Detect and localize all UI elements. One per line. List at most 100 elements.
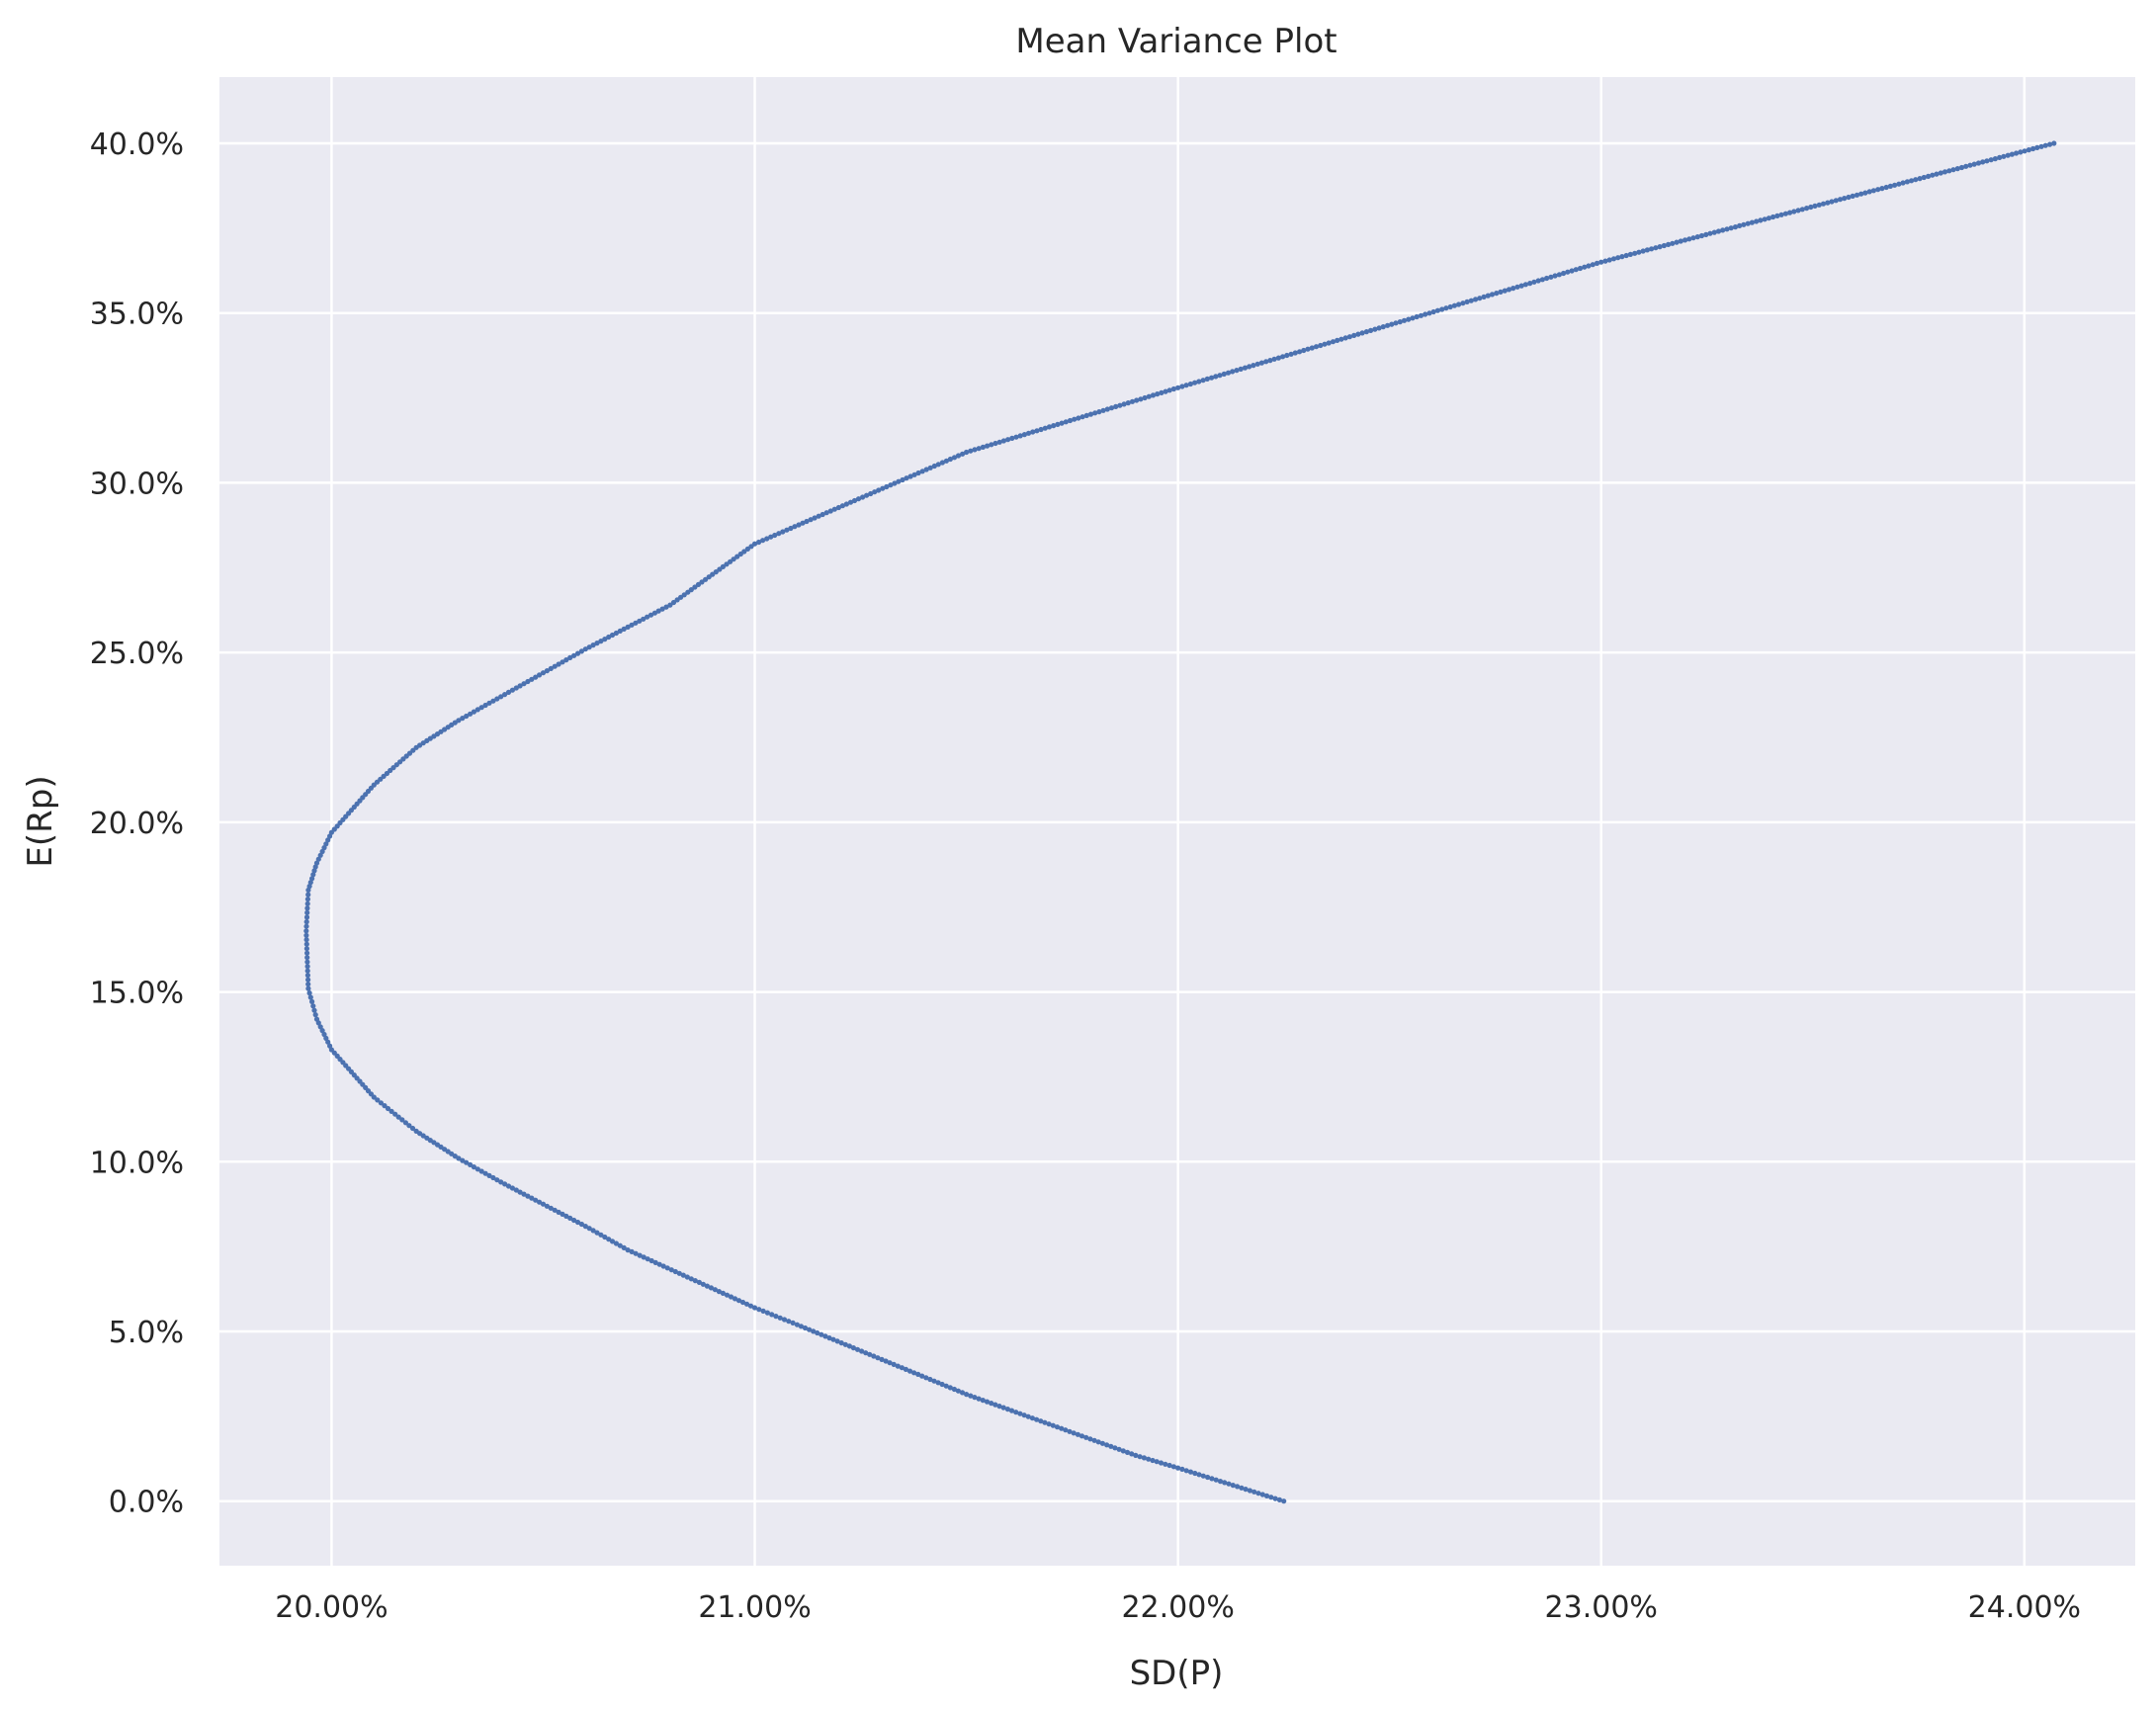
data-point	[1678, 238, 1683, 244]
data-point	[1104, 1442, 1110, 1448]
data-point	[505, 1183, 512, 1189]
data-point	[309, 876, 315, 882]
data-point	[1694, 234, 1700, 240]
data-point	[960, 451, 966, 457]
data-point	[1271, 356, 1277, 362]
data-point	[304, 909, 310, 916]
data-point	[1166, 387, 1172, 393]
data-point	[1150, 392, 1157, 398]
data-point	[790, 1320, 796, 1325]
data-point	[951, 455, 958, 461]
data-point	[1129, 1451, 1135, 1457]
x-tick-label: 21.00%	[698, 1590, 811, 1625]
data-point	[567, 1215, 573, 1221]
data-point	[681, 592, 687, 598]
data-point	[796, 522, 802, 528]
data-point	[713, 569, 719, 575]
data-point	[822, 1333, 828, 1339]
data-point	[2047, 141, 2053, 147]
data-point	[1808, 204, 1814, 211]
data-point	[667, 602, 673, 608]
data-point	[1582, 264, 1588, 270]
data-point	[1741, 221, 1747, 227]
data-point	[980, 1398, 986, 1404]
data-point	[552, 663, 558, 669]
data-point	[328, 1047, 334, 1053]
data-point	[517, 683, 523, 689]
data-point	[1854, 192, 1860, 198]
data-point	[955, 1388, 962, 1394]
data-point	[621, 1244, 627, 1250]
data-point	[2030, 145, 2036, 152]
data-point	[1063, 419, 1069, 425]
data-point	[1238, 366, 1244, 372]
data-point	[1385, 322, 1391, 328]
data-point	[1263, 359, 1269, 365]
data-point	[303, 932, 309, 938]
data-point	[872, 489, 878, 495]
data-point	[1137, 1454, 1143, 1460]
data-point	[474, 1166, 480, 1172]
data-point	[537, 1199, 543, 1205]
data-point	[777, 1315, 783, 1321]
data-point	[756, 539, 762, 546]
data-point	[1013, 1410, 1019, 1415]
data-point	[851, 497, 858, 504]
data-point	[1326, 340, 1332, 346]
data-point	[311, 1007, 317, 1013]
data-point	[303, 941, 309, 947]
data-point	[1217, 373, 1223, 379]
data-point	[1013, 434, 1019, 440]
data-point	[964, 449, 970, 456]
data-point	[1653, 245, 1659, 251]
data-point	[1858, 191, 1864, 197]
data-point	[1749, 219, 1755, 225]
data-points	[303, 140, 2057, 1504]
data-point	[609, 632, 616, 639]
y-tick-label: 40.0%	[90, 128, 184, 162]
data-point	[540, 670, 547, 676]
data-point	[2001, 153, 2007, 159]
data-point	[1632, 250, 1638, 256]
data-point	[402, 1120, 408, 1126]
data-point	[1268, 1495, 1274, 1500]
data-point	[1159, 389, 1164, 395]
data-point	[1598, 259, 1604, 265]
data-point	[1812, 203, 1818, 209]
data-point	[1150, 1457, 1156, 1464]
data-point	[548, 665, 554, 672]
data-point	[1226, 1481, 1232, 1487]
data-point	[309, 998, 315, 1005]
data-point	[992, 440, 998, 447]
data-point	[1292, 350, 1298, 356]
data-point	[464, 713, 470, 720]
data-point	[1594, 260, 1600, 266]
data-point	[1770, 214, 1776, 220]
data-point	[1883, 184, 1889, 191]
data-point	[1887, 183, 1893, 189]
data-point	[1963, 163, 1969, 169]
data-point	[1021, 1412, 1027, 1418]
data-point	[1038, 426, 1044, 433]
data-point	[838, 1340, 844, 1346]
data-point	[637, 1252, 643, 1258]
data-point	[556, 1209, 561, 1215]
data-point	[984, 1399, 991, 1405]
data-point	[327, 1043, 333, 1049]
data-point	[772, 532, 778, 539]
data-point	[1099, 1440, 1105, 1446]
data-point	[672, 1268, 678, 1275]
data-point	[1711, 229, 1717, 235]
data-point	[598, 1232, 604, 1238]
data-point	[629, 622, 635, 628]
data-point	[1071, 1430, 1077, 1436]
data-point	[1204, 376, 1210, 382]
data-point	[923, 1375, 929, 1381]
data-point	[859, 1348, 865, 1354]
data-point	[692, 584, 698, 590]
data-point	[625, 1247, 631, 1253]
data-point	[1732, 224, 1739, 230]
data-point	[915, 1371, 921, 1377]
data-point	[1535, 278, 1541, 284]
data-point	[1141, 1455, 1147, 1461]
